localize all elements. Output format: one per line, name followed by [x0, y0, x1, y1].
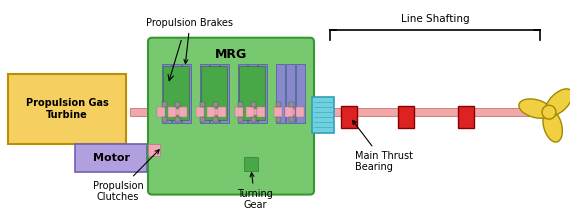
Bar: [247, 109, 257, 115]
Bar: [179, 107, 187, 117]
Text: MRG: MRG: [215, 48, 247, 61]
Bar: [238, 117, 243, 122]
Circle shape: [542, 105, 556, 119]
Bar: [168, 107, 176, 117]
Bar: [276, 64, 285, 123]
Bar: [235, 107, 243, 117]
Bar: [276, 117, 281, 122]
Bar: [207, 107, 215, 117]
Bar: [458, 106, 474, 128]
Bar: [341, 106, 357, 128]
Bar: [75, 144, 147, 172]
Ellipse shape: [543, 109, 563, 142]
Bar: [196, 107, 204, 117]
Bar: [251, 102, 256, 107]
Bar: [258, 64, 267, 123]
Bar: [200, 102, 205, 107]
Bar: [8, 75, 126, 144]
Bar: [162, 102, 167, 107]
Bar: [286, 64, 295, 123]
Text: Propulsion Gas
Turbine: Propulsion Gas Turbine: [26, 98, 108, 120]
Bar: [171, 109, 181, 115]
Bar: [289, 102, 294, 107]
Bar: [200, 117, 205, 122]
Bar: [296, 107, 304, 117]
Bar: [238, 102, 243, 107]
Bar: [238, 64, 247, 123]
Bar: [220, 64, 229, 123]
Bar: [210, 64, 219, 123]
Bar: [289, 117, 294, 122]
Bar: [244, 157, 258, 171]
Bar: [200, 64, 209, 123]
Bar: [209, 109, 219, 115]
Bar: [285, 107, 293, 117]
Text: Line Shafting: Line Shafting: [401, 14, 469, 24]
Text: Main Thrust
Bearing: Main Thrust Bearing: [352, 120, 413, 173]
Bar: [182, 64, 191, 123]
Bar: [162, 117, 167, 122]
Bar: [285, 109, 295, 115]
Text: Propulsion Brakes: Propulsion Brakes: [146, 18, 234, 64]
Bar: [213, 117, 218, 122]
Text: Propulsion
Clutches: Propulsion Clutches: [92, 150, 159, 202]
Bar: [157, 107, 165, 117]
Bar: [246, 107, 254, 117]
Bar: [175, 102, 180, 107]
Bar: [213, 102, 218, 107]
Text: Turning
Gear: Turning Gear: [237, 173, 273, 210]
Bar: [201, 65, 227, 120]
Bar: [296, 64, 305, 123]
Bar: [248, 64, 257, 123]
Ellipse shape: [545, 89, 570, 116]
Bar: [239, 65, 265, 120]
Bar: [312, 97, 334, 133]
Bar: [163, 65, 189, 120]
Bar: [218, 107, 226, 117]
Ellipse shape: [519, 99, 552, 118]
Bar: [251, 117, 256, 122]
Bar: [257, 107, 265, 117]
Bar: [276, 102, 281, 107]
Bar: [398, 106, 414, 128]
Bar: [148, 144, 160, 156]
Bar: [130, 108, 535, 116]
Bar: [162, 64, 171, 123]
Text: Motor: Motor: [92, 153, 129, 163]
Bar: [175, 117, 180, 122]
Bar: [172, 64, 181, 123]
Bar: [274, 107, 282, 117]
FancyBboxPatch shape: [148, 38, 314, 195]
